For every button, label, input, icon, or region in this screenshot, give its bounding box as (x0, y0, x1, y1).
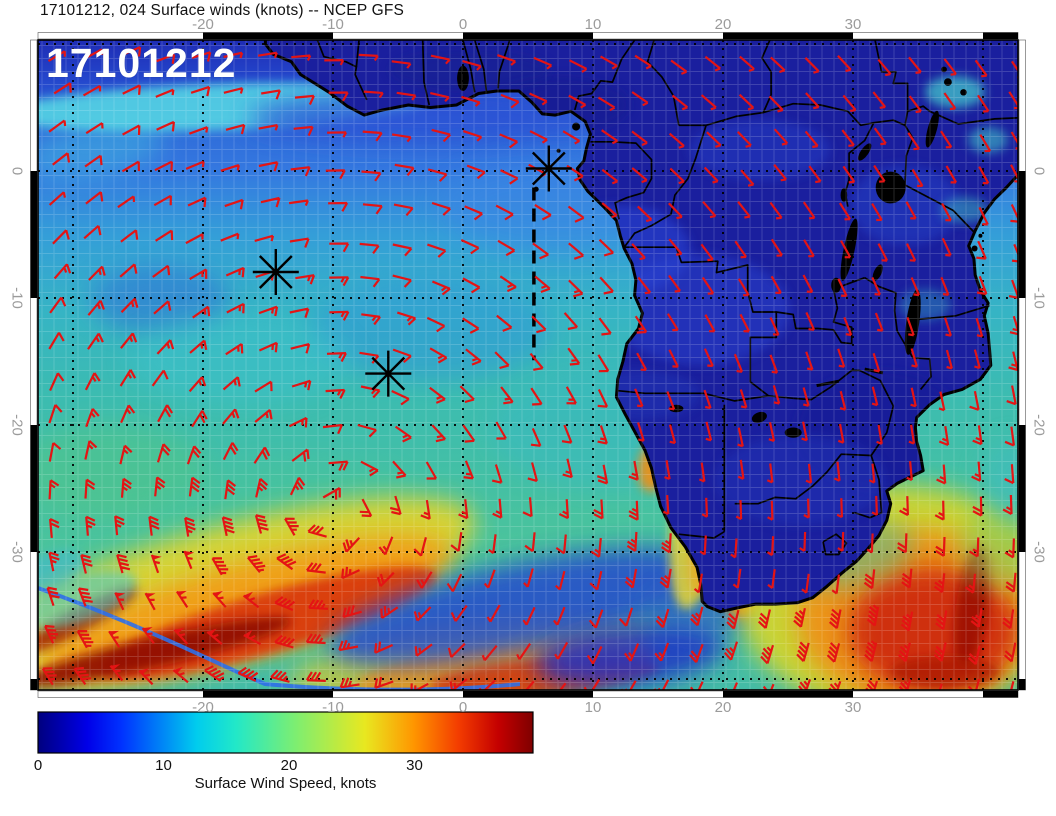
star-ascension (252, 249, 299, 295)
lat-tick-left: -20 (8, 414, 26, 436)
lon-tick-bottom: -10 (322, 699, 344, 716)
run-datetime-overlay: 17101212 (46, 40, 237, 86)
colorbar (37, 711, 534, 754)
lon-tick-top: 30 (844, 16, 862, 33)
colorbar-tick: 0 (33, 757, 43, 774)
lon-tick-top: 20 (714, 16, 732, 33)
lat-tick-left: 0 (8, 166, 26, 176)
colorbar-label: Surface Wind Speed, knots (194, 775, 377, 792)
colorbar-tick: 30 (406, 757, 423, 774)
lat-tick-right: -10 (1030, 287, 1048, 309)
colorbar-tick: 10 (155, 757, 172, 774)
graticule (38, 40, 1018, 690)
lat-tick-right: 0 (1030, 166, 1048, 176)
map-frame (30, 32, 1026, 698)
lon-tick-bottom: -20 (192, 699, 214, 716)
lon-tick-top: 0 (458, 16, 468, 33)
lon-tick-bottom: 10 (584, 699, 602, 716)
lon-tick-bottom: 0 (458, 699, 468, 716)
contour-mesh (38, 40, 1018, 690)
star-sao-tome (525, 145, 572, 192)
colorbar-tick: 20 (280, 757, 298, 774)
island-dot (533, 186, 539, 192)
lon-tick-bottom: 30 (844, 699, 862, 716)
star-st-helena (365, 350, 412, 397)
lat-tick-right: -20 (1030, 414, 1048, 436)
wind-barbs (41, 46, 1018, 690)
lat-tick-left: -10 (8, 287, 26, 309)
map-field (38, 40, 1018, 690)
lat-tick-right: -30 (1030, 541, 1048, 563)
lon-tick-top: -20 (192, 16, 214, 33)
plot-title: 17101212, 024 Surface winds (knots) -- N… (40, 2, 405, 19)
lon-tick-bottom: 20 (714, 699, 732, 716)
lon-tick-top: 10 (584, 16, 602, 33)
lat-tick-left: -30 (8, 541, 26, 563)
lon-tick-top: -10 (322, 16, 344, 33)
